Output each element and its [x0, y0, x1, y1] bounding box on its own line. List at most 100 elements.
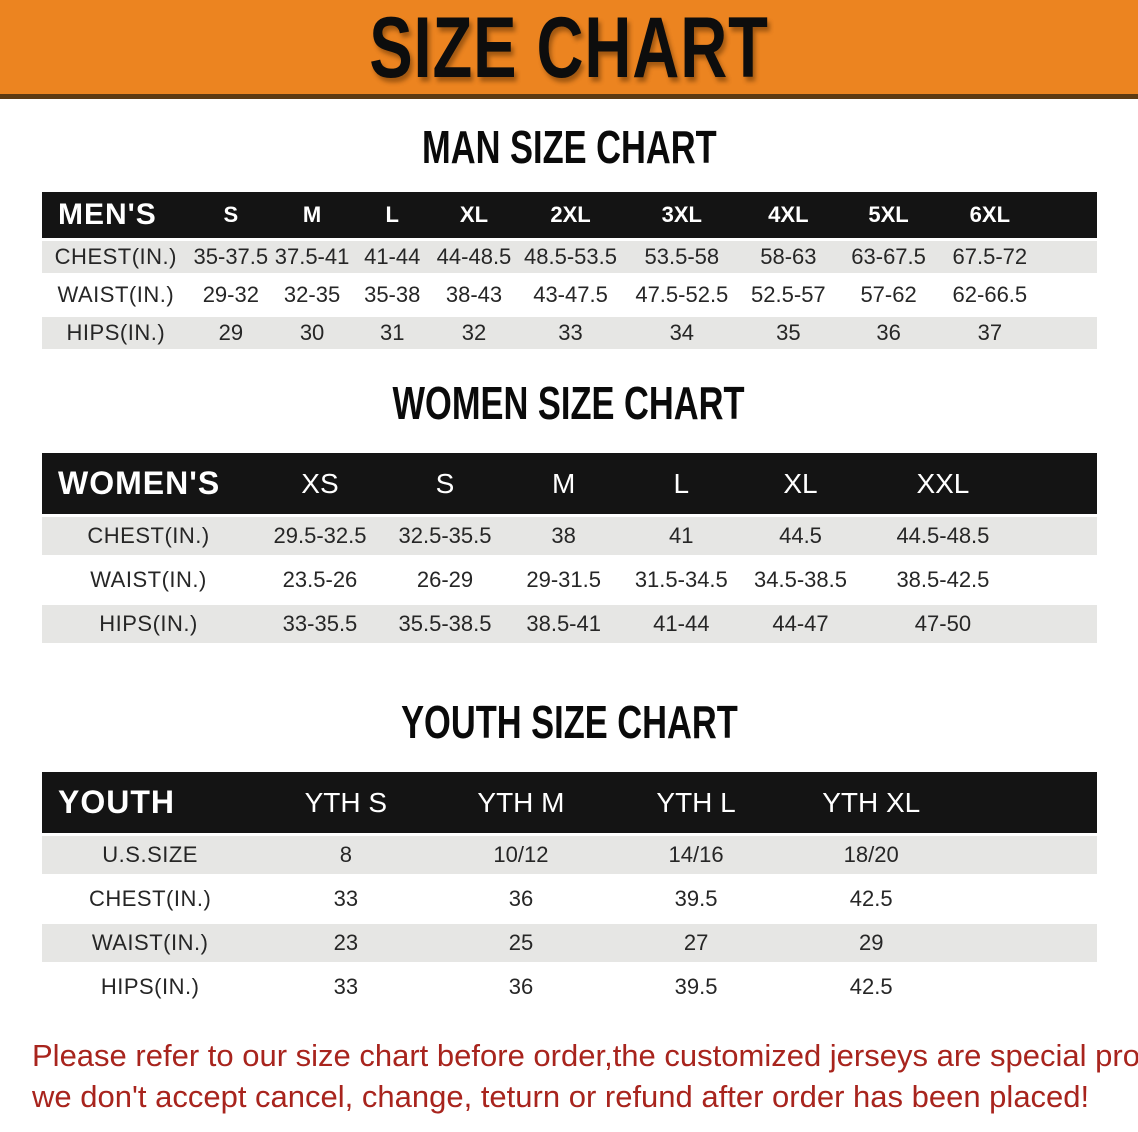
header-spacer-cell	[958, 772, 1097, 833]
men-section: MAN SIZE CHART MEN'S S M L XL 2XL 3XL 4XL 5XL 6XL…	[0, 120, 1138, 352]
table-title-cell: MEN'S	[42, 192, 190, 238]
women-size-table: WOMEN'S XS S M L XL XXL CHEST(IN.) 29.5-32.5 32.5…	[42, 453, 1097, 646]
size-value-cell: 25	[433, 921, 609, 965]
row-label-cell: WAIST(IN.)	[42, 558, 256, 602]
size-value-cell: 35	[738, 314, 839, 352]
table-header-row: YOUTH YTH S YTH M YTH L YTH XL	[42, 772, 1097, 833]
row-label-cell: HIPS(IN.)	[42, 965, 259, 1009]
size-value-cell: 37	[938, 314, 1042, 352]
size-column-header: YTH L	[608, 772, 784, 833]
size-value-cell: 41	[622, 514, 741, 558]
table-row: CHEST(IN.) 29.5-32.5 32.5-35.5 38 41 44.5 44.5…	[42, 514, 1097, 558]
row-spacer-cell	[1025, 602, 1097, 646]
table-row: WAIST(IN.) 23 25 27 29	[42, 921, 1097, 965]
size-value-cell: 32.5-35.5	[384, 514, 506, 558]
size-value-cell: 29-32	[189, 276, 272, 314]
size-value-cell: 63-67.5	[838, 238, 939, 276]
size-value-cell: 23.5-26	[255, 558, 385, 602]
women-section-heading: WOMEN SIZE CHART	[0, 376, 1138, 430]
size-value-cell: 36	[433, 877, 609, 921]
size-value-cell: 38.5-42.5	[860, 558, 1026, 602]
size-value-cell: 36	[433, 965, 609, 1009]
size-column-header: 3XL	[625, 192, 739, 238]
order-note-line-1: Please refer to our size chart before or…	[32, 1038, 1138, 1073]
row-label-cell: WAIST(IN.)	[42, 276, 190, 314]
row-spacer-cell	[1041, 314, 1097, 352]
men-section-heading: MAN SIZE CHART	[0, 120, 1138, 174]
order-note-line-2: we don't accept cancel, change, teturn o…	[32, 1079, 1090, 1114]
men-size-table: MEN'S S M L XL 2XL 3XL 4XL 5XL 6XL CHEST(IN.) 35-37…	[42, 192, 1097, 352]
size-value-cell: 33-35.5	[255, 602, 385, 646]
row-spacer-cell	[958, 833, 1097, 877]
size-value-cell: 47.5-52.5	[625, 276, 739, 314]
table-header-row: WOMEN'S XS S M L XL XXL	[42, 453, 1097, 514]
size-value-cell: 41-44	[352, 238, 433, 276]
row-spacer-cell	[1041, 238, 1097, 276]
size-value-cell: 38-43	[432, 276, 516, 314]
size-column-header: S	[189, 192, 272, 238]
size-value-cell: 29	[189, 314, 272, 352]
youth-size-table: YOUTH YTH S YTH M YTH L YTH XL U.S.SIZE 8 10/12…	[42, 772, 1097, 1009]
size-column-header: M	[505, 453, 623, 514]
size-column-header: YTH XL	[783, 772, 959, 833]
size-value-cell: 29-31.5	[505, 558, 623, 602]
size-value-cell: 34.5-38.5	[740, 558, 861, 602]
size-value-cell: 43-47.5	[515, 276, 626, 314]
size-value-cell: 8	[258, 833, 434, 877]
size-value-cell: 44-47	[740, 602, 861, 646]
table-header-row: MEN'S S M L XL 2XL 3XL 4XL 5XL 6XL	[42, 192, 1097, 238]
row-label-cell: WAIST(IN.)	[42, 921, 259, 965]
size-value-cell: 35-38	[352, 276, 433, 314]
row-spacer-cell	[1025, 558, 1097, 602]
size-value-cell: 39.5	[608, 965, 784, 1009]
size-value-cell: 35-37.5	[189, 238, 272, 276]
women-section-heading-text: WOMEN SIZE CHART	[392, 376, 746, 430]
row-spacer-cell	[958, 921, 1097, 965]
size-column-header: XL	[432, 192, 516, 238]
size-column-header: L	[352, 192, 433, 238]
size-column-header: 2XL	[515, 192, 626, 238]
size-value-cell: 57-62	[838, 276, 939, 314]
row-label-cell: HIPS(IN.)	[42, 314, 190, 352]
size-value-cell: 53.5-58	[625, 238, 739, 276]
table-row: U.S.SIZE 8 10/12 14/16 18/20	[42, 833, 1097, 877]
size-value-cell: 32	[432, 314, 516, 352]
row-spacer-cell	[1041, 276, 1097, 314]
size-column-header: XXL	[860, 453, 1026, 514]
size-value-cell: 42.5	[783, 965, 959, 1009]
size-value-cell: 31	[352, 314, 433, 352]
size-column-header: M	[271, 192, 353, 238]
table-row: CHEST(IN.) 33 36 39.5 42.5	[42, 877, 1097, 921]
size-value-cell: 52.5-57	[738, 276, 839, 314]
size-column-header: XL	[740, 453, 861, 514]
size-value-cell: 38	[505, 514, 623, 558]
size-value-cell: 31.5-34.5	[622, 558, 741, 602]
size-value-cell: 33	[258, 877, 434, 921]
youth-section-heading-text: YOUTH SIZE CHART	[400, 695, 738, 749]
size-value-cell: 34	[625, 314, 739, 352]
table-title-cell: WOMEN'S	[42, 453, 256, 514]
size-value-cell: 38.5-41	[505, 602, 623, 646]
header-spacer-cell	[1025, 453, 1097, 514]
table-title-cell: YOUTH	[42, 772, 259, 833]
size-value-cell: 33	[515, 314, 626, 352]
table-row: HIPS(IN.) 33 36 39.5 42.5	[42, 965, 1097, 1009]
size-value-cell: 32-35	[271, 276, 353, 314]
women-section: WOMEN SIZE CHART WOMEN'S XS S M L XL XXL CHEST(…	[0, 376, 1138, 646]
size-column-header: 6XL	[938, 192, 1042, 238]
row-spacer-cell	[958, 965, 1097, 1009]
size-column-header: 4XL	[738, 192, 839, 238]
size-value-cell: 42.5	[783, 877, 959, 921]
row-spacer-cell	[1025, 514, 1097, 558]
table-row: WAIST(IN.) 23.5-26 26-29 29-31.5 31.5-34.5 34…	[42, 558, 1097, 602]
size-value-cell: 44-48.5	[432, 238, 516, 276]
size-value-cell: 39.5	[608, 877, 784, 921]
table-row: HIPS(IN.) 29 30 31 32 33 34 35 36 37	[42, 314, 1097, 352]
size-value-cell: 26-29	[384, 558, 506, 602]
men-section-heading-text: MAN SIZE CHART	[421, 120, 717, 174]
size-column-header: 5XL	[838, 192, 939, 238]
size-value-cell: 35.5-38.5	[384, 602, 506, 646]
size-value-cell: 37.5-41	[271, 238, 353, 276]
size-value-cell: 44.5	[740, 514, 861, 558]
size-column-header: S	[384, 453, 506, 514]
